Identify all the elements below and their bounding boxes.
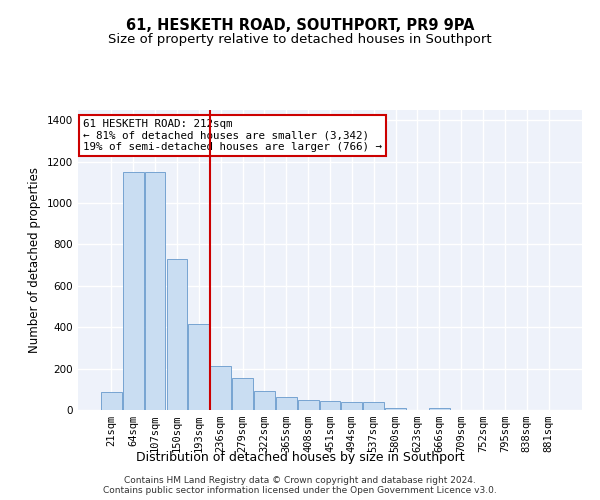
Text: 61, HESKETH ROAD, SOUTHPORT, PR9 9PA: 61, HESKETH ROAD, SOUTHPORT, PR9 9PA (126, 18, 474, 32)
Bar (429, 408, 450, 410)
Text: 61 HESKETH ROAD: 212sqm
← 81% of detached houses are smaller (3,342)
19% of semi: 61 HESKETH ROAD: 212sqm ← 81% of detache… (83, 119, 382, 152)
Bar (232, 378, 253, 410)
Bar (101, 392, 122, 410)
Bar (276, 396, 296, 410)
Bar (210, 366, 231, 410)
Bar (298, 400, 319, 410)
Bar (385, 408, 406, 410)
Bar (254, 392, 275, 410)
Text: Distribution of detached houses by size in Southport: Distribution of detached houses by size … (136, 451, 464, 464)
Bar (123, 172, 143, 410)
Text: Size of property relative to detached houses in Southport: Size of property relative to detached ho… (108, 32, 492, 46)
Bar (188, 324, 209, 410)
Y-axis label: Number of detached properties: Number of detached properties (28, 167, 41, 353)
Text: Contains HM Land Registry data © Crown copyright and database right 2024.
Contai: Contains HM Land Registry data © Crown c… (103, 476, 497, 495)
Bar (320, 401, 340, 410)
Bar (145, 172, 166, 410)
Bar (364, 402, 384, 410)
Bar (341, 402, 362, 410)
Bar (167, 259, 187, 410)
